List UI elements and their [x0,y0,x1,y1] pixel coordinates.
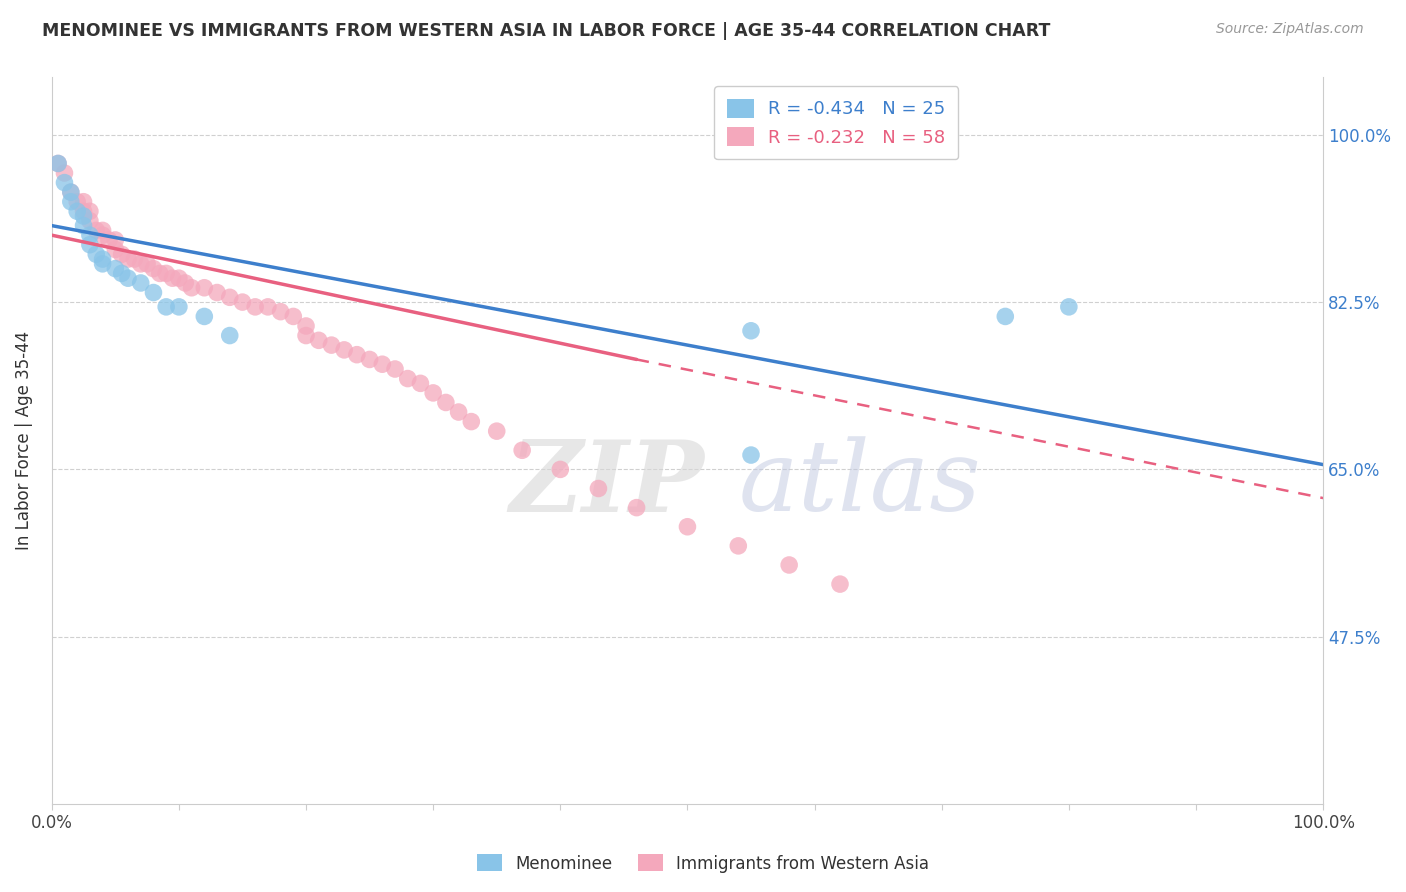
Point [396,371,419,385]
Point [167,300,190,314]
Point [174,276,197,290]
Point [409,376,432,391]
Point [91,223,114,237]
Point [295,318,318,333]
Point [79,237,101,252]
Y-axis label: In Labor Force | Age 35-44: In Labor Force | Age 35-44 [15,331,32,550]
Point [111,267,134,281]
Point [460,415,482,429]
Point [308,334,330,348]
Point [59,185,82,199]
Point [104,243,127,257]
Point [1057,300,1080,314]
Point [740,448,762,462]
Legend: R = -0.434   N = 25, R = -0.232   N = 58: R = -0.434 N = 25, R = -0.232 N = 58 [714,87,957,160]
Point [727,539,749,553]
Point [59,185,82,199]
Point [97,233,120,247]
Point [79,228,101,243]
Point [91,252,114,266]
Point [231,295,253,310]
Point [124,252,146,266]
Point [626,500,648,515]
Point [422,385,444,400]
Point [46,156,69,170]
Point [218,328,240,343]
Point [676,520,699,534]
Point [180,281,202,295]
Point [434,395,457,409]
Point [66,204,89,219]
Point [447,405,470,419]
Point [72,204,94,219]
Point [129,257,152,271]
Point [53,176,76,190]
Point [588,482,610,496]
Point [218,290,240,304]
Point [117,271,139,285]
Point [167,271,190,285]
Point [149,267,172,281]
Point [205,285,228,300]
Point [550,462,572,476]
Point [243,300,266,314]
Point [333,343,356,357]
Point [740,324,762,338]
Point [72,209,94,223]
Point [193,310,215,324]
Point [142,285,165,300]
Point [91,228,114,243]
Point [46,156,69,170]
Text: MENOMINEE VS IMMIGRANTS FROM WESTERN ASIA IN LABOR FORCE | AGE 35-44 CORRELATION: MENOMINEE VS IMMIGRANTS FROM WESTERN ASI… [42,22,1050,40]
Point [136,257,159,271]
Point [79,214,101,228]
Point [485,424,508,438]
Text: ZIP: ZIP [509,436,704,533]
Point [193,281,215,295]
Text: Source: ZipAtlas.com: Source: ZipAtlas.com [1216,22,1364,37]
Point [117,252,139,266]
Point [91,257,114,271]
Point [346,348,368,362]
Point [104,261,127,276]
Point [142,261,165,276]
Point [283,310,305,324]
Point [72,194,94,209]
Point [257,300,280,314]
Point [84,247,107,261]
Point [828,577,851,591]
Text: atlas: atlas [738,437,981,532]
Point [384,362,406,376]
Point [162,271,184,285]
Point [104,233,127,247]
Point [155,267,177,281]
Point [111,247,134,261]
Point [994,310,1017,324]
Point [295,328,318,343]
Point [66,194,89,209]
Point [84,223,107,237]
Legend: Menominee, Immigrants from Western Asia: Menominee, Immigrants from Western Asia [471,847,935,880]
Point [53,166,76,180]
Point [321,338,343,352]
Point [155,300,177,314]
Point [79,204,101,219]
Point [778,558,800,572]
Point [59,194,82,209]
Point [371,357,394,371]
Point [359,352,381,367]
Point [72,219,94,233]
Point [510,443,533,458]
Point [129,276,152,290]
Point [270,304,292,318]
